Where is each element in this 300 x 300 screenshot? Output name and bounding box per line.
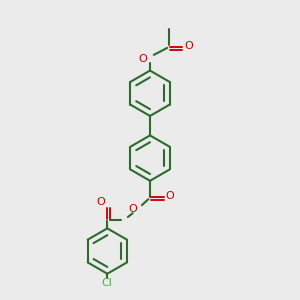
Text: O: O	[184, 41, 193, 51]
Text: O: O	[166, 191, 174, 202]
Text: O: O	[129, 204, 138, 214]
Text: O: O	[138, 54, 147, 64]
Text: O: O	[96, 197, 105, 207]
Text: Cl: Cl	[102, 278, 113, 289]
